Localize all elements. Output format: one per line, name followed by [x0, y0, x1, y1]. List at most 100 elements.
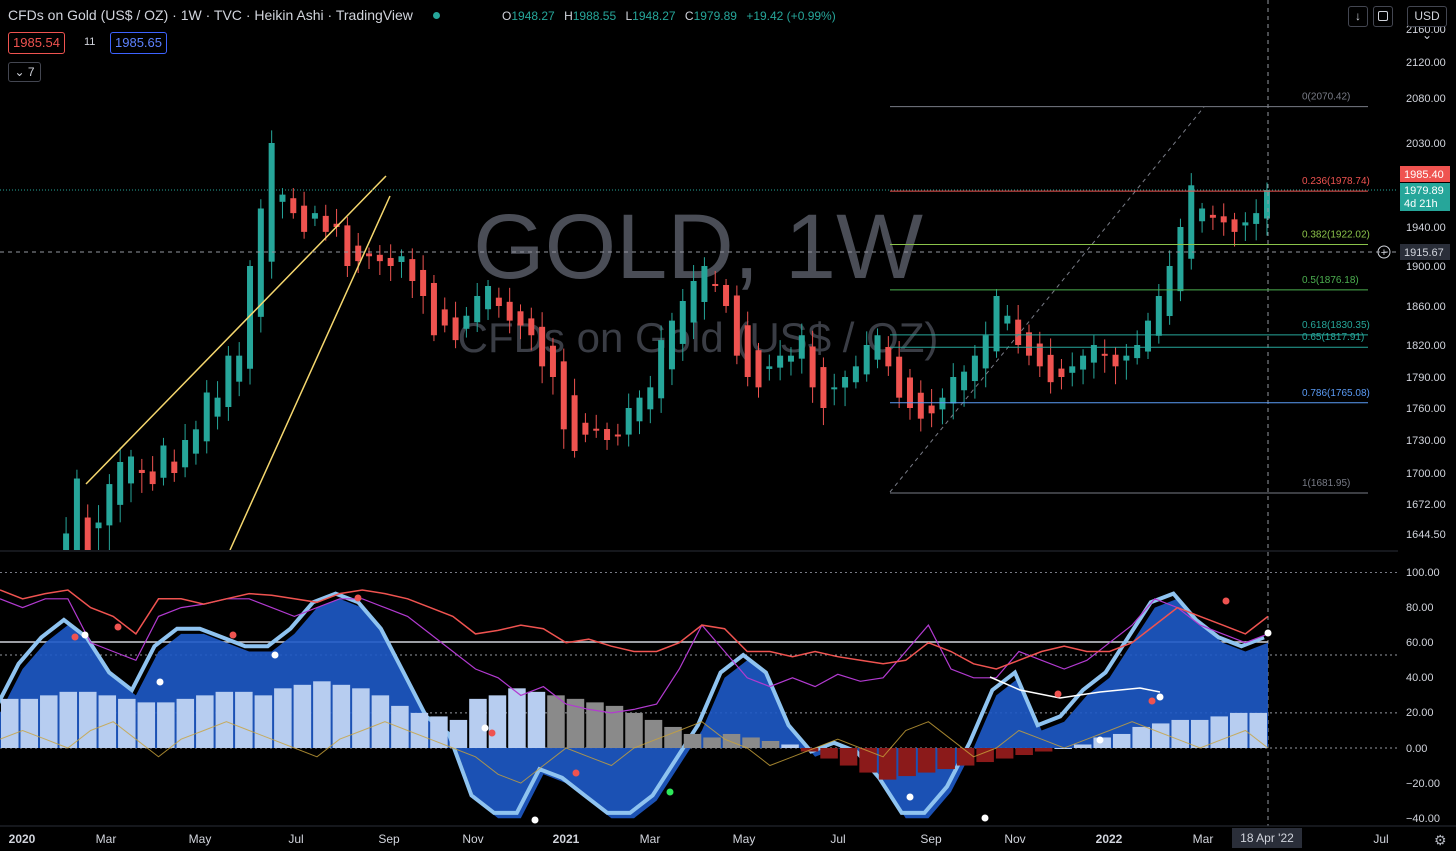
candle-body	[744, 325, 751, 377]
histogram-bar	[859, 748, 877, 773]
histogram-bar	[683, 733, 702, 748]
symbol-title[interactable]: CFDs on Gold (US$ / OZ)	[8, 7, 169, 23]
time-axis-label: Jul	[830, 832, 845, 846]
chart-header: CFDs on Gold (US$ / OZ) · 1W · TVC · Hei…	[8, 7, 450, 23]
candle-body	[1101, 353, 1108, 356]
signal-dot	[71, 633, 79, 641]
histogram-bar	[449, 719, 468, 748]
candle-body	[896, 356, 903, 398]
histogram-bar	[1073, 744, 1092, 748]
buy-button[interactable]: 1985.65	[110, 32, 167, 54]
candle-body	[874, 335, 881, 360]
candle-body	[582, 422, 589, 435]
brand: TradingView	[335, 7, 413, 23]
download-icon[interactable]: ↓	[1348, 6, 1368, 27]
candle-body	[203, 392, 210, 442]
price-axis-label: 1790.00	[1406, 372, 1446, 384]
signal-dot	[354, 594, 362, 602]
trendline-lower	[229, 195, 391, 550]
ohlc-legend: O1948.27 H1988.55 L1948.27 C1979.89 +19.…	[502, 9, 836, 23]
time-axis-label: Mar	[640, 832, 661, 846]
histogram-bar	[79, 691, 97, 748]
candle-body	[279, 194, 286, 202]
candle-body	[993, 296, 1000, 352]
candle-body	[733, 295, 740, 356]
price-axis-label: 1940.00	[1406, 222, 1446, 234]
candle-body	[1199, 208, 1206, 222]
oscillator-axis-label: 100.00	[1406, 567, 1440, 579]
candle-body	[149, 471, 156, 485]
signal-dot	[481, 724, 489, 732]
histogram-bar	[937, 748, 955, 770]
histogram-bar	[196, 695, 214, 748]
signal-dot	[666, 788, 674, 796]
time-axis-label: Mar	[1193, 832, 1214, 846]
candle-body	[430, 282, 437, 336]
signal-line-red	[0, 589, 1269, 670]
signal-dot	[1264, 629, 1272, 637]
price-badge-last-text: 1979.89	[1404, 185, 1444, 197]
candle-body	[1080, 355, 1087, 370]
sell-button[interactable]: 1985.54	[8, 32, 65, 54]
candle-body	[1069, 366, 1076, 373]
histogram-bar	[547, 695, 565, 748]
signal-dot	[1222, 597, 1230, 605]
candle-body	[852, 366, 859, 383]
fib-level-label: 0.236(1978.74)	[1302, 176, 1370, 187]
candle-body	[1112, 354, 1119, 367]
signal-dot	[488, 729, 496, 737]
histogram-bar	[371, 695, 390, 748]
trendline-upper	[85, 175, 387, 485]
histogram-bar	[469, 698, 487, 748]
candle-body	[712, 283, 719, 286]
candle-body	[398, 256, 405, 262]
candle-body	[723, 284, 730, 306]
fib-trend-line	[889, 106, 1205, 493]
histogram-bar	[1, 698, 19, 748]
candle-body	[982, 335, 989, 369]
add-alert-icon	[1377, 245, 1391, 259]
candle-body	[95, 522, 102, 529]
candle-body	[171, 461, 178, 473]
histogram-bar	[1151, 723, 1170, 748]
candle-body	[506, 301, 513, 321]
candle-body	[20, 560, 26, 562]
interval[interactable]: 1W	[180, 7, 202, 23]
candle-body	[84, 517, 91, 550]
indicators-collapse-button[interactable]: ⌄ 7	[8, 62, 41, 82]
candle-body	[41, 560, 47, 562]
candle-body	[1134, 345, 1141, 359]
market-status-icon	[432, 12, 440, 19]
fib-retracement: 0(2070.42) 0.236(1978.74) 0.382(1922.02) 0.…	[889, 92, 1370, 494]
histogram-bar	[605, 705, 624, 748]
price-badge-crosshair	[1400, 244, 1450, 260]
time-axis-label: 2020	[9, 832, 36, 846]
open-value: 1948.27	[511, 9, 555, 23]
histogram-bar	[1210, 716, 1228, 748]
candle-body	[1090, 345, 1097, 363]
gear-icon[interactable]: ⚙	[1434, 832, 1447, 848]
signal-dot	[1156, 693, 1164, 701]
candle-body	[355, 245, 362, 262]
candle-body	[268, 143, 275, 262]
histogram-bar	[878, 748, 897, 780]
histogram-bar	[118, 698, 136, 748]
candle-body	[928, 405, 935, 414]
candle-body	[690, 281, 697, 323]
candle-body	[831, 387, 838, 390]
currency-select[interactable]: USD ⌄	[1407, 6, 1447, 42]
time-axis-label: Nov	[462, 832, 483, 846]
oscillator-axis-label: −40.00	[1406, 813, 1440, 825]
candle-body	[290, 198, 297, 214]
oscillator-axis-label: 20.00	[1406, 707, 1434, 719]
candle-body	[73, 478, 80, 550]
histogram-bar	[664, 726, 682, 748]
histogram-bar	[98, 695, 117, 748]
histogram-bar	[332, 684, 351, 748]
fullscreen-button[interactable]	[1373, 6, 1393, 27]
candle-body	[939, 397, 946, 410]
candle-body	[1123, 355, 1130, 361]
histogram-bar	[391, 705, 409, 748]
watermark-subtitle: CFDs on Gold (US$ / OZ)	[458, 314, 939, 361]
